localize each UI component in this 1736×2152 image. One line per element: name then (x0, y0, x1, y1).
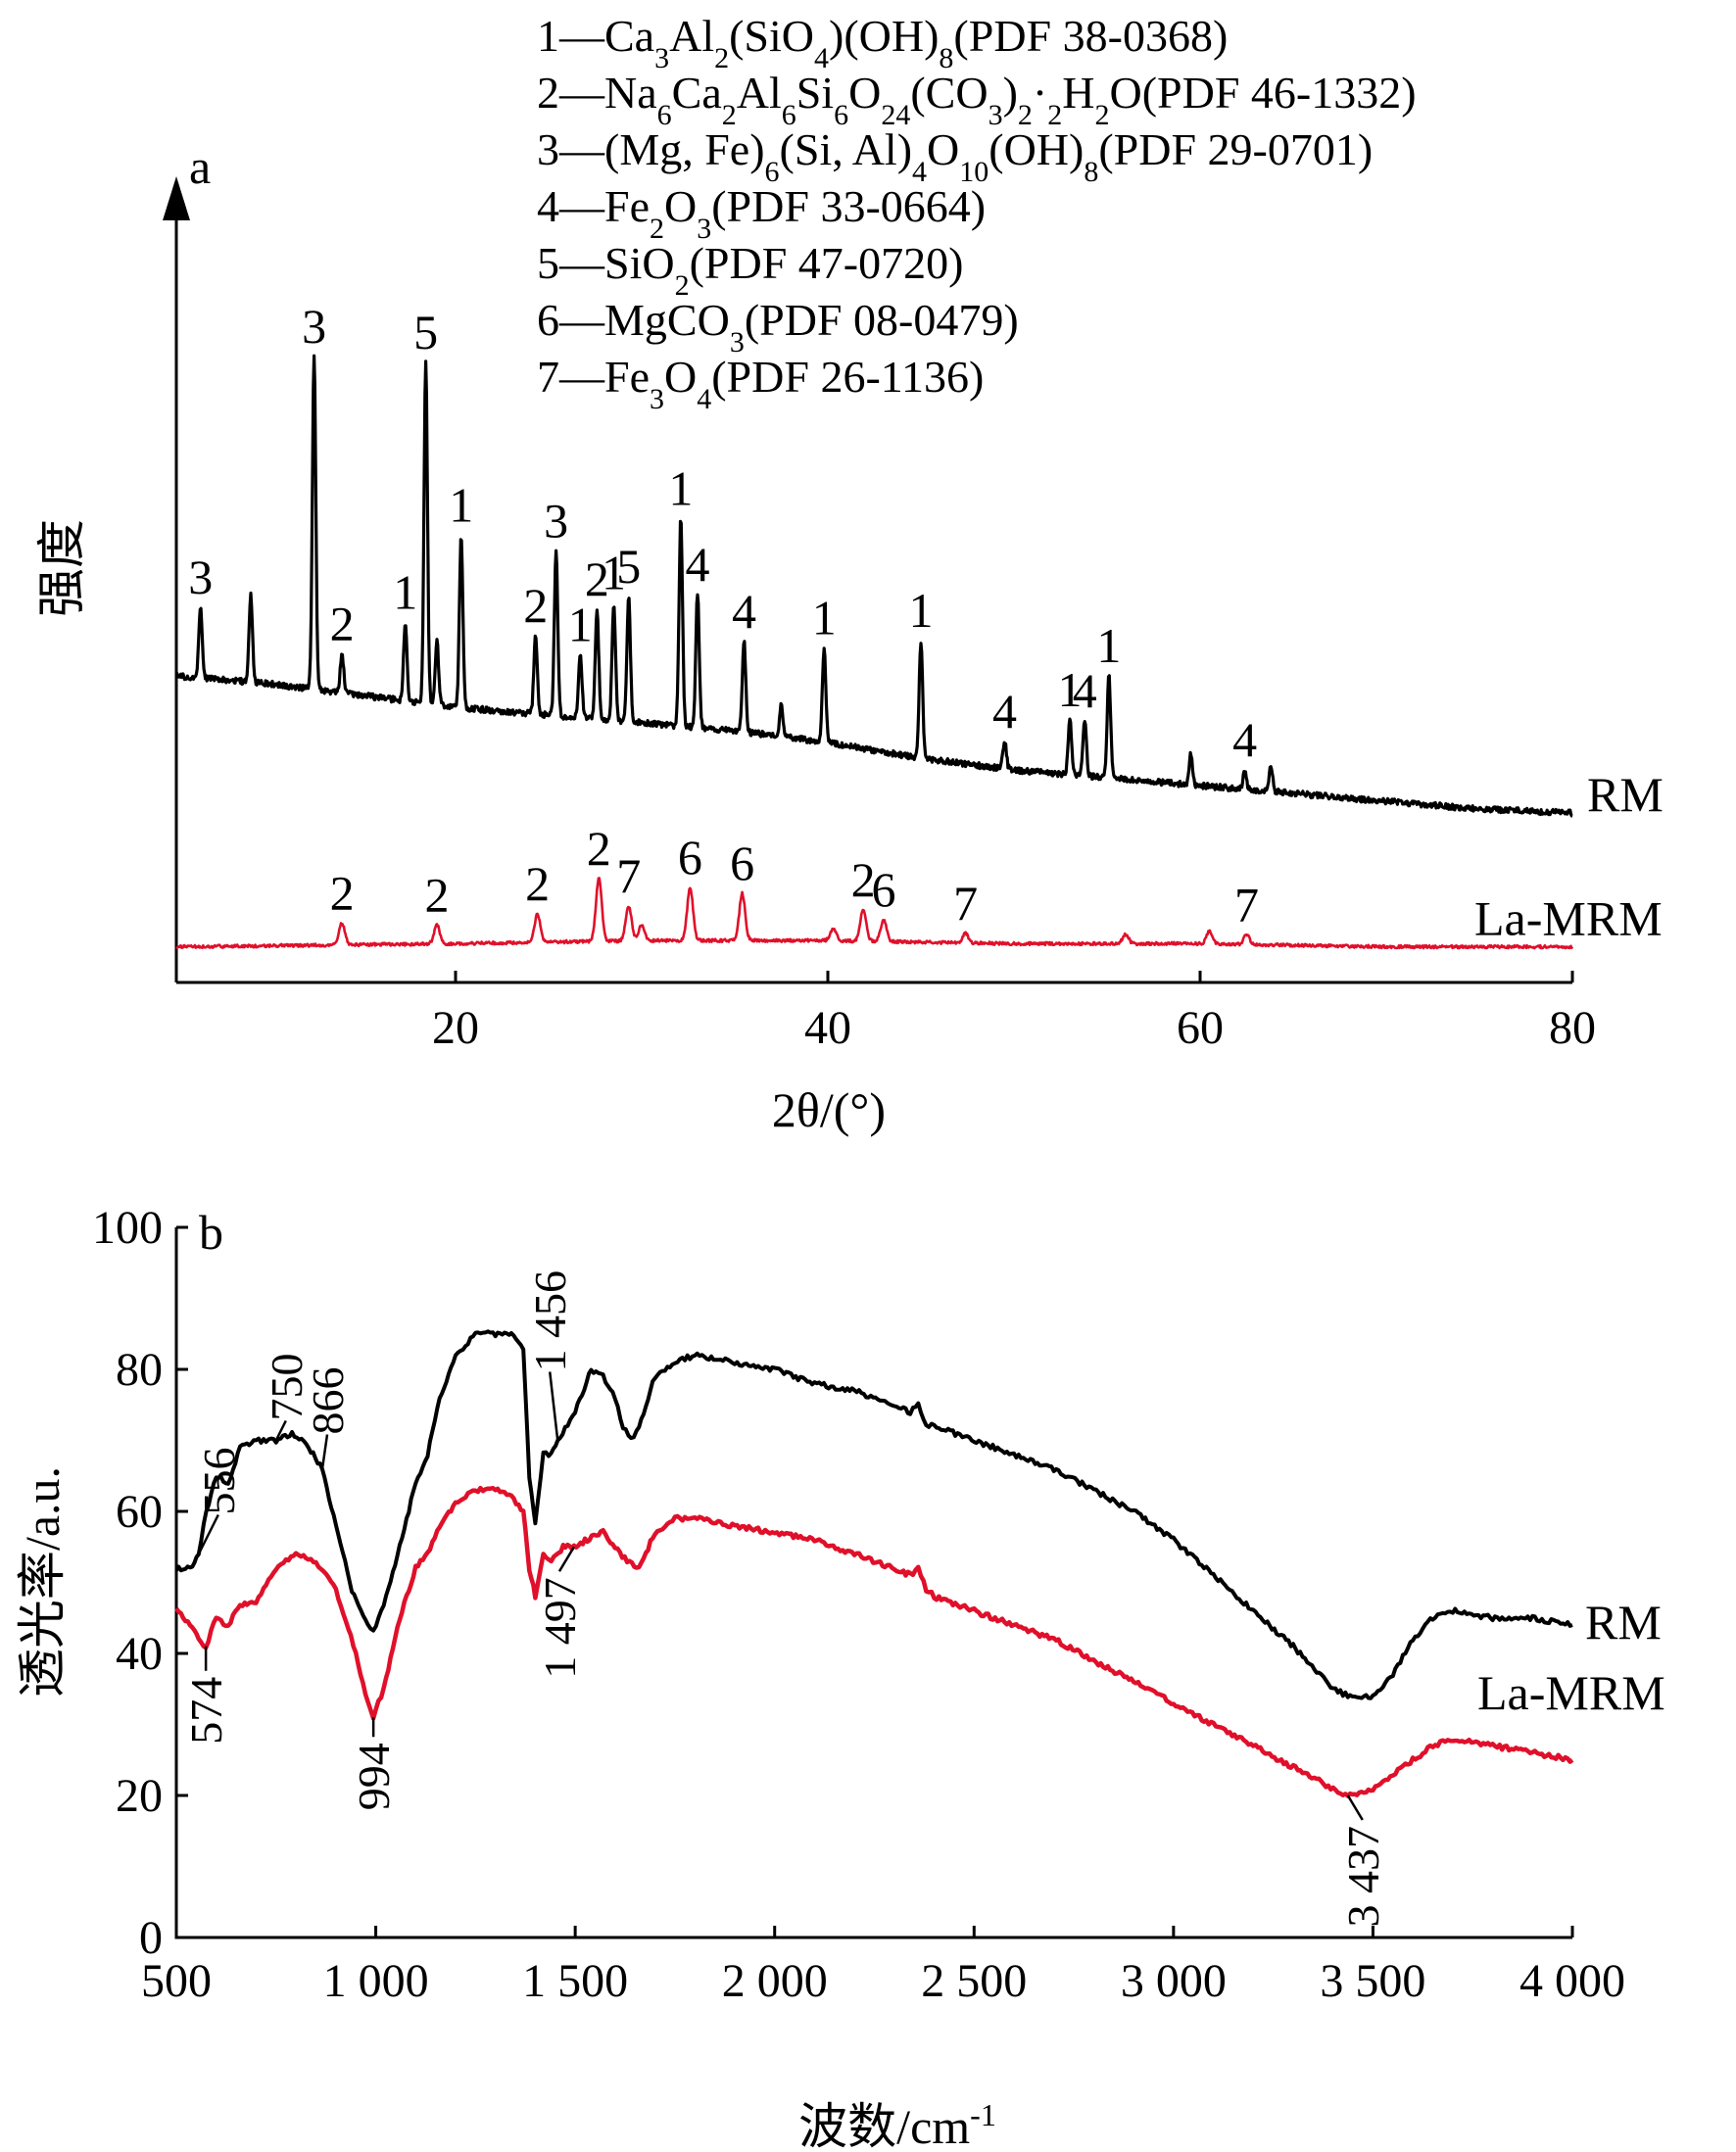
xrd-peak-label: 2 (585, 551, 609, 606)
xrd-peak-label: 4 (686, 537, 710, 592)
ftir-annotation-label: 994 (349, 1743, 399, 1810)
xrd-peak-label: 1 (393, 565, 417, 620)
xrd-peak-label: 1 (668, 460, 693, 515)
xrd-peak-label: 5 (616, 539, 641, 594)
xrd-peak-label: 3 (302, 299, 326, 354)
panel-b-letter: b (199, 1205, 223, 1260)
xrd-peak-label: 7 (1234, 878, 1259, 933)
xrd-peak-label: 2 (330, 865, 355, 920)
xrd-peak-label: 2 (330, 596, 355, 650)
panel-a-x-tick-label: 60 (1177, 1002, 1224, 1054)
xrd-peak-label: 7 (616, 848, 641, 903)
ftir-annotation-leader (274, 1419, 287, 1442)
ftir-annotation-label: 574 (181, 1677, 231, 1745)
panel-b-x-tick-label: 3 000 (1121, 1955, 1227, 2007)
xrd-peak-label: 1 (602, 546, 626, 600)
panel-b-ftir-chart: b 透光率/a.u. 波数/cm-1 500 1 000 1 500 2 000 2 5… (15, 1202, 1665, 2152)
ftir-annotation-label: 556 (194, 1448, 244, 1515)
panel-b-y-tick-label: 100 (92, 1202, 163, 1254)
panel-a-xlabel: 2θ/(°) (772, 1082, 886, 1137)
panel-b-x-tick-label: 1 000 (323, 1955, 429, 2007)
panel-b-x-tick-label: 1 500 (522, 1955, 628, 2007)
legend-entry-2: 2—Na6Ca2Al6Si6O24(CO3)2·2H2O(PDF 46-1332… (537, 68, 1417, 131)
panel-a-xrd-chart: a 强度 2θ/(°) 1—Ca3Al2(SiO4)(OH)8(PDF 38-0… (34, 11, 1664, 1137)
xrd-peak-label: 6 (872, 862, 896, 917)
xrd-peak-label: 1 (1058, 662, 1083, 717)
xrd-peak-label: 4 (732, 584, 756, 639)
panel-a-x-tick-label: 80 (1549, 1002, 1596, 1054)
ftir-annotation-label: 1 456 (525, 1270, 575, 1372)
xrd-peak-label: 4 (1232, 712, 1257, 767)
ftir-annotation-leader (557, 1546, 575, 1572)
legend-entry-6: 6—MgCO3(PDF 08-0479) (537, 295, 1019, 359)
ftir-annotation-label: 866 (303, 1367, 353, 1435)
panel-b-y-tick-label: 40 (116, 1628, 163, 1680)
panel-b-y-tick-label: 60 (116, 1486, 163, 1538)
ftir-annotation-leader (320, 1434, 329, 1469)
xrd-peak-label: 4 (1073, 663, 1097, 718)
xrd-peak-label: 1 (568, 598, 593, 652)
xrd-peak-label: 2 (523, 578, 548, 633)
xrd-peak-label: 2 (851, 852, 876, 907)
legend-entry-3: 3—(Mg, Fe)6(Si, Al)4O10(OH)8(PDF 29-0701… (537, 124, 1373, 188)
ftir-series-label-rm: RM (1585, 1595, 1662, 1650)
xrd-peak-label: 2 (587, 821, 611, 876)
xrd-peak-label: 3 (544, 494, 568, 549)
panel-b-x-tick-label: 3 500 (1320, 1955, 1425, 2007)
xrd-peak-label: 1 (1096, 618, 1121, 673)
panel-b-x-tick-label: 2 500 (921, 1955, 1027, 2007)
xrd-peak-label: 1 (909, 583, 934, 638)
ftir-series-rm (174, 1329, 1573, 1700)
panel-b-ylabel: 透光率/a.u. (15, 1466, 70, 1698)
ftir-series-label-la-mrm: La-MRM (1477, 1665, 1665, 1720)
ftir-annotation-label: 3 437 (1338, 1826, 1388, 1928)
ftir-annotation-label: 1 497 (535, 1577, 585, 1679)
xrd-peak-label: 6 (678, 830, 702, 885)
xrd-peak-label: 5 (413, 305, 438, 359)
legend-entry-1: 1—Ca3Al2(SiO4)(OH)8(PDF 38-0368) (537, 11, 1228, 74)
legend-phases: 1—Ca3Al2(SiO4)(OH)8(PDF 38-0368)2—Na6Ca2… (537, 11, 1417, 415)
xrd-peak-label: 2 (525, 856, 550, 911)
xrd-peak-label: 1 (449, 477, 473, 532)
panel-a-ylabel: 强度 (34, 519, 89, 617)
panel-a-x-tick-label: 40 (804, 1002, 851, 1054)
xrd-peak-label: 2 (425, 867, 450, 922)
panel-b-y-tick-label: 80 (116, 1344, 163, 1396)
xrd-series-rm (174, 354, 1573, 818)
legend-entry-7: 7—Fe3O4(PDF 26-1136) (537, 352, 984, 415)
xrd-peak-label: 1 (812, 591, 837, 646)
xrd-peak-label: 6 (730, 836, 754, 890)
panel-b-plot-area: 500 1 000 1 500 2 000 2 500 3 000 3 500 4 000 0 2… (92, 1202, 1665, 2007)
panel-b-x-tick-label: 2 000 (722, 1955, 828, 2007)
panel-b-x-tick-label: 500 (141, 1955, 212, 2007)
panel-a-letter: a (189, 139, 211, 194)
panel-b-xlabel: 波数/cm-1 (798, 2097, 996, 2152)
legend-entry-5: 5—SiO2(PDF 47-0720) (537, 238, 963, 302)
ftir-annotation-label: 750 (262, 1354, 312, 1421)
ftir-annotation-leader (1346, 1794, 1364, 1821)
panel-b-y-tick-label: 0 (139, 1912, 163, 1964)
panel-a-y-axis-arrow (163, 176, 190, 220)
xrd-series-label-rm: RM (1587, 767, 1664, 822)
panel-b-x-tick-label: 4 000 (1519, 1955, 1625, 2007)
xrd-peak-label: 7 (953, 876, 978, 931)
panel-a-x-tick-label: 20 (432, 1002, 479, 1054)
ftir-series-la-mrm (174, 1485, 1574, 1798)
xrd-peak-label: 4 (992, 684, 1017, 739)
legend-entry-4: 4—Fe2O3(PDF 33-0664) (537, 181, 986, 245)
xrd-peak-label: 3 (188, 550, 213, 604)
ftir-annotation-leader (197, 1513, 219, 1555)
xrd-series-la-mrm (175, 877, 1574, 950)
ftir-annotation-leader (548, 1371, 559, 1441)
xrd-series-label-la-mrm: La-MRM (1474, 891, 1663, 946)
panel-b-y-tick-label: 20 (116, 1770, 163, 1822)
